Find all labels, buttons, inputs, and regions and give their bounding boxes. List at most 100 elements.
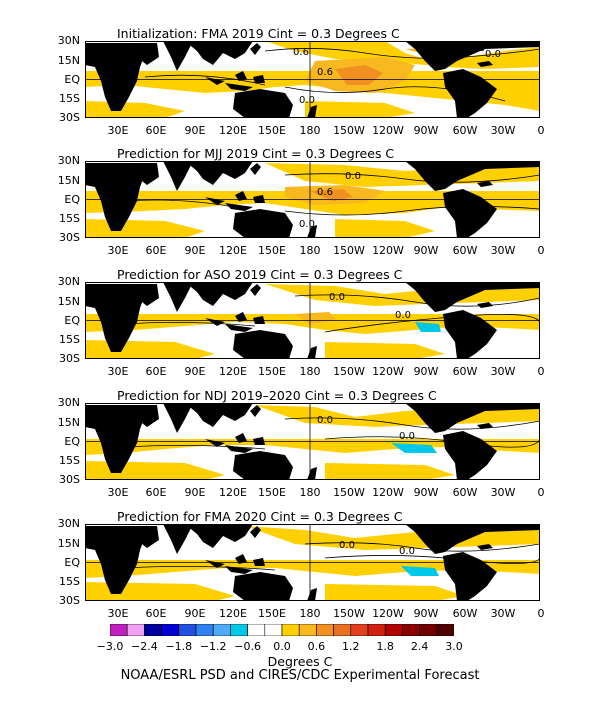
latitude-label: 30S [59,231,80,244]
longitude-label: 30E [107,365,129,378]
colorbar [110,624,454,636]
colorbar-swatch [384,624,403,636]
land-mass [253,195,265,203]
contour-line [284,173,540,183]
longitude-label: 150W [333,124,365,137]
longitude-label: 90W [413,607,439,620]
land-mass [250,284,261,296]
land-mass [185,41,253,65]
warm-anomaly-region [305,101,415,118]
land-mass [85,43,143,111]
warm-anomaly-region [325,342,445,359]
longitude-label: 90W [413,365,439,378]
longitude-label: 120E [219,244,247,257]
contour-label: 0.6 [469,43,485,54]
land-mass [250,405,261,417]
colorbar-swatch [350,624,369,636]
colorbar-label: −0.6 [234,640,261,653]
land-mass [443,310,497,359]
latitude-label: 15N [57,173,80,187]
latitude-label: EQ [64,434,80,448]
longitude-label: 0 [537,124,545,137]
colorbar-swatch [367,624,386,636]
contour-label: 0.6 [317,187,333,198]
latitude-label: 15S [59,212,80,225]
land-mass [85,405,143,473]
longitude-label: 30E [107,607,129,620]
land-mass [253,316,265,324]
longitude-label: 60W [452,124,478,137]
colorbar-swatch [247,624,266,636]
longitude-label: 120W [372,124,404,137]
latitude-label: EQ [64,192,80,206]
longitude-label: 90E [184,244,206,257]
longitude-label: 120W [372,244,404,257]
colorbar-swatch [195,624,214,636]
colorbar-swatch [144,624,162,636]
longitude-label: 90E [184,486,206,499]
land-mass [250,43,261,55]
longitude-label: 150E [258,486,286,499]
longitude-label: 90E [184,365,206,378]
longitude-label: 120E [219,486,247,499]
longitude-label: 90W [413,486,439,499]
longitude-label: 180 [299,124,321,137]
colorbar-label: −3.0 [96,640,124,653]
longitude-label: 30W [490,124,516,137]
longitude-label: 0 [537,607,545,620]
longitude-label: 90E [184,124,206,137]
land-mass [253,558,265,566]
cool-anomaly-region [391,443,437,453]
warm-anomaly-region [265,41,540,69]
footer-credit: NOAA/ESRL PSD and CIRES/CDC Experimental… [120,668,480,683]
warm-anomaly-region [325,584,465,601]
contour-label: 0.0 [395,310,411,321]
land-mass [443,189,497,238]
land-mass [185,403,253,427]
land-mass [163,403,193,433]
sst-anomaly-map: 0.0 0.6 0.0 [85,161,540,238]
longitude-label: 120E [219,607,247,620]
contour-line [124,445,266,450]
forecast-panel: Initialization: FMA 2019 Cint = 0.3 Degr… [0,26,600,148]
land-mass [225,445,253,453]
longitude-label: 60W [452,244,478,257]
contour-label: 0.0 [485,49,501,60]
panel-title: Prediction for FMA 2020 Cint = 0.3 Degre… [117,509,403,524]
land-mass [477,61,493,67]
land-mass [233,89,293,118]
longitude-label: 30E [107,124,129,137]
contour-line [284,206,540,216]
longitude-label: 120E [219,124,247,137]
land-mass [130,526,159,548]
colorbar-unit: Degrees C [267,654,333,669]
land-mass [443,431,497,480]
latitude-label: EQ [64,313,80,327]
latitude-label: 15S [59,333,80,346]
latitude-label: 30S [59,594,80,607]
longitude-label: 120W [372,607,404,620]
longitude-label: 150W [333,486,365,499]
land-mass [185,524,253,548]
forecast-panel: Prediction for NDJ 2019–2020 Cint = 0.3 … [0,388,600,510]
land-mass [405,403,540,433]
latitude-label: 30N [57,34,80,47]
latitude-label: 30N [57,517,80,530]
land-mass [185,282,253,306]
panel-title: Initialization: FMA 2019 Cint = 0.3 Degr… [117,26,400,41]
land-mass [405,282,540,312]
land-mass [233,209,293,238]
longitude-label: 60W [452,607,478,620]
longitude-label: 150W [333,607,365,620]
latitude-label: 30S [59,352,80,365]
land-mass [477,423,493,429]
land-mass [235,433,247,443]
land-mass [477,302,493,308]
latitude-label: EQ [64,72,80,86]
longitude-label: 30W [490,607,516,620]
land-mass [405,524,540,554]
latitude-label: 15N [57,294,80,308]
latitude-label: 30N [57,154,80,167]
warmest-anomaly-region [335,65,383,85]
land-mass [443,552,497,601]
